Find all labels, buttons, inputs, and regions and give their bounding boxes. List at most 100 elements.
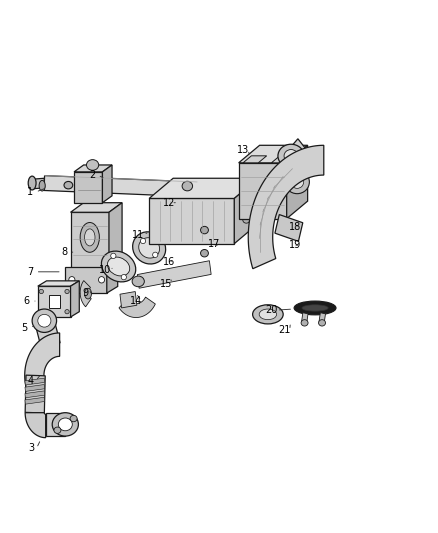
Ellipse shape	[192, 182, 202, 192]
Text: 8: 8	[61, 247, 67, 257]
Ellipse shape	[201, 227, 208, 234]
Ellipse shape	[243, 217, 250, 223]
Ellipse shape	[38, 314, 51, 327]
Text: 12: 12	[162, 198, 175, 208]
Ellipse shape	[39, 314, 50, 325]
Ellipse shape	[39, 310, 43, 314]
Ellipse shape	[141, 238, 146, 244]
Polygon shape	[25, 378, 45, 385]
Ellipse shape	[52, 413, 78, 436]
Text: 19: 19	[289, 240, 301, 250]
Polygon shape	[25, 375, 45, 413]
Polygon shape	[102, 165, 112, 203]
Polygon shape	[243, 156, 267, 163]
Polygon shape	[31, 178, 45, 189]
Polygon shape	[149, 178, 258, 198]
Text: 3: 3	[28, 443, 34, 453]
Polygon shape	[107, 260, 118, 293]
Polygon shape	[301, 313, 308, 323]
Ellipse shape	[302, 305, 328, 311]
Polygon shape	[25, 413, 46, 438]
Text: 18: 18	[289, 222, 301, 232]
Polygon shape	[25, 397, 45, 404]
Text: 5: 5	[21, 322, 28, 333]
Ellipse shape	[69, 277, 75, 283]
Polygon shape	[74, 165, 112, 172]
Polygon shape	[275, 215, 303, 241]
Polygon shape	[120, 292, 137, 308]
Ellipse shape	[259, 309, 277, 320]
Polygon shape	[287, 146, 307, 219]
Ellipse shape	[294, 301, 336, 315]
Text: 16: 16	[162, 257, 175, 267]
Polygon shape	[279, 139, 315, 182]
Ellipse shape	[107, 257, 130, 276]
Polygon shape	[234, 178, 258, 244]
Polygon shape	[25, 384, 45, 391]
Ellipse shape	[80, 222, 99, 252]
Polygon shape	[109, 203, 122, 268]
Polygon shape	[49, 295, 60, 308]
Polygon shape	[25, 333, 60, 386]
Text: 2: 2	[89, 170, 95, 180]
Text: 20: 20	[265, 305, 278, 315]
Polygon shape	[38, 281, 79, 286]
Ellipse shape	[39, 180, 45, 191]
Ellipse shape	[132, 276, 145, 287]
Ellipse shape	[58, 418, 72, 431]
Ellipse shape	[278, 144, 304, 167]
Polygon shape	[319, 313, 325, 323]
Text: 17: 17	[208, 239, 221, 249]
Text: 21: 21	[278, 325, 291, 335]
Ellipse shape	[201, 249, 208, 257]
Ellipse shape	[290, 175, 304, 188]
Ellipse shape	[28, 176, 36, 190]
Polygon shape	[46, 413, 65, 436]
Ellipse shape	[133, 232, 166, 264]
Ellipse shape	[85, 288, 92, 299]
Polygon shape	[44, 175, 198, 197]
Text: 1: 1	[27, 187, 33, 197]
Polygon shape	[71, 203, 122, 212]
Ellipse shape	[65, 310, 69, 314]
Ellipse shape	[284, 150, 298, 163]
Ellipse shape	[253, 305, 283, 324]
Polygon shape	[248, 146, 324, 269]
Ellipse shape	[121, 274, 127, 280]
Text: 4: 4	[27, 376, 33, 386]
Text: 10: 10	[99, 265, 111, 275]
Ellipse shape	[99, 277, 105, 283]
Text: 13: 13	[237, 144, 249, 155]
Ellipse shape	[318, 320, 325, 326]
Ellipse shape	[65, 289, 69, 294]
Polygon shape	[80, 280, 91, 307]
Text: 6: 6	[24, 296, 30, 306]
Ellipse shape	[32, 309, 57, 333]
Ellipse shape	[54, 427, 61, 433]
Polygon shape	[119, 297, 155, 318]
Ellipse shape	[301, 320, 308, 326]
Polygon shape	[239, 146, 307, 163]
Polygon shape	[25, 391, 45, 398]
Text: 11: 11	[132, 230, 145, 240]
Ellipse shape	[182, 181, 193, 191]
Ellipse shape	[70, 415, 77, 422]
Text: 9: 9	[83, 288, 89, 298]
Ellipse shape	[111, 253, 116, 259]
Ellipse shape	[64, 181, 73, 189]
Ellipse shape	[86, 160, 99, 170]
Text: 7: 7	[27, 267, 34, 277]
Ellipse shape	[285, 170, 309, 193]
Text: 15: 15	[160, 279, 173, 288]
Ellipse shape	[139, 238, 159, 258]
Polygon shape	[74, 172, 102, 203]
Ellipse shape	[85, 229, 95, 246]
Polygon shape	[35, 317, 60, 350]
Text: 14: 14	[130, 296, 142, 306]
Polygon shape	[272, 156, 295, 163]
Polygon shape	[149, 198, 234, 244]
Polygon shape	[71, 281, 79, 317]
Ellipse shape	[102, 251, 136, 282]
Ellipse shape	[152, 252, 158, 257]
Polygon shape	[38, 286, 71, 317]
